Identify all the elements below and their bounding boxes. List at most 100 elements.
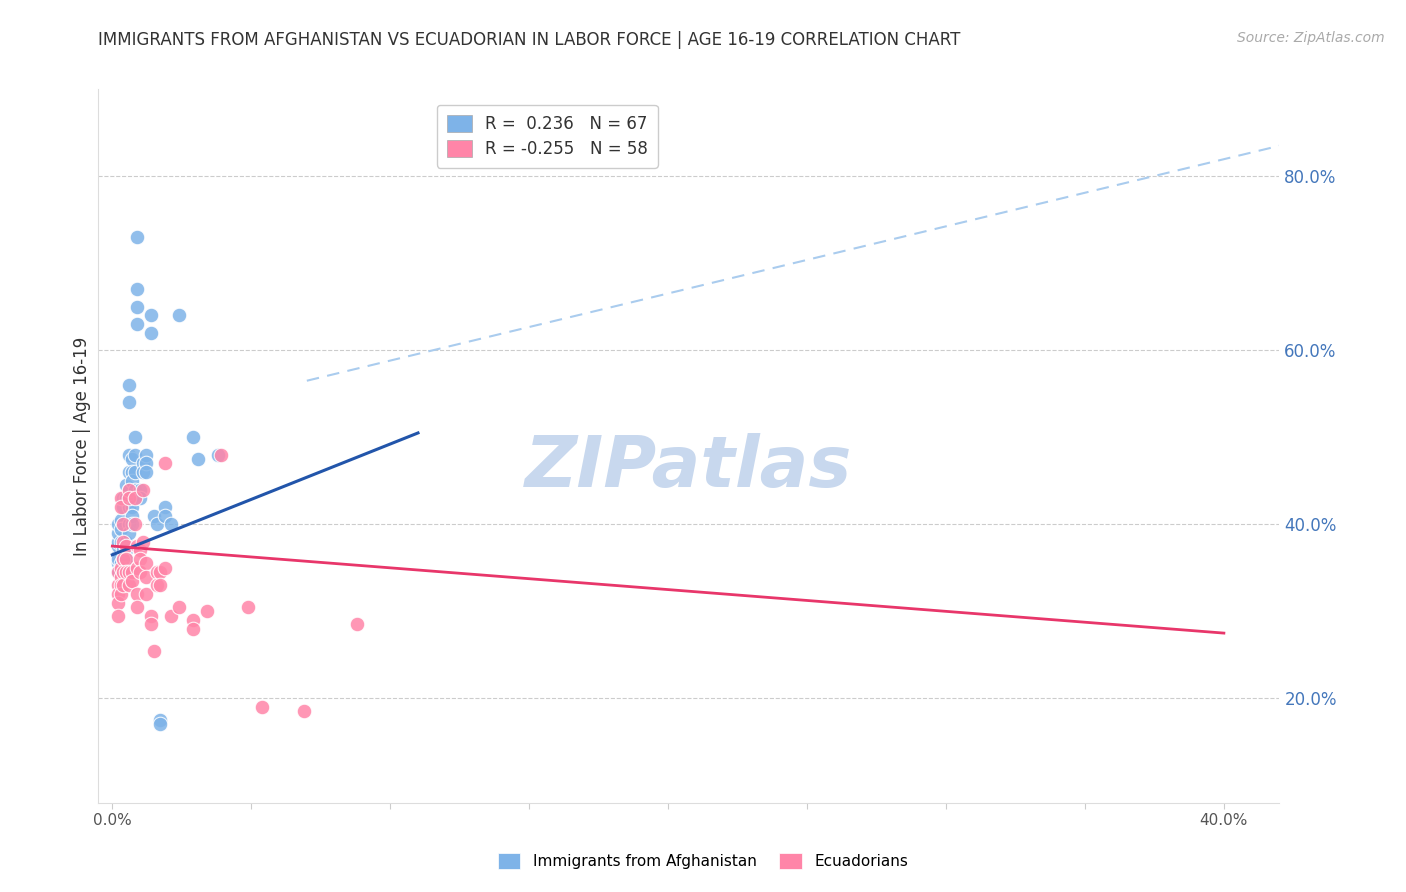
Point	[187, 452, 209, 467]
Point	[118, 565, 141, 579]
Point	[135, 448, 157, 462]
Point	[121, 508, 143, 523]
Point	[118, 483, 141, 497]
Point	[118, 500, 141, 514]
Point	[115, 565, 138, 579]
Point	[127, 539, 149, 553]
Point	[132, 534, 155, 549]
Point	[121, 474, 143, 488]
Point	[209, 448, 232, 462]
Point	[112, 539, 135, 553]
Point	[121, 491, 143, 506]
Point	[129, 565, 152, 579]
Point	[127, 587, 149, 601]
Point	[148, 565, 170, 579]
Point	[107, 608, 129, 623]
Point	[132, 483, 155, 497]
Point	[181, 622, 204, 636]
Point	[148, 578, 170, 592]
Point	[135, 457, 157, 471]
Point	[107, 587, 129, 601]
Point	[129, 483, 152, 497]
Point	[115, 561, 138, 575]
Point	[121, 574, 143, 588]
Point	[115, 543, 138, 558]
Point	[167, 309, 190, 323]
Point	[118, 517, 141, 532]
Point	[346, 617, 368, 632]
Point	[112, 565, 135, 579]
Point	[195, 604, 218, 618]
Point	[127, 230, 149, 244]
Point	[118, 448, 141, 462]
Point	[112, 552, 135, 566]
Y-axis label: In Labor Force | Age 16-19: In Labor Force | Age 16-19	[73, 336, 91, 556]
Point	[112, 565, 135, 579]
Point	[107, 557, 129, 571]
Legend: Immigrants from Afghanistan, Ecuadorians: Immigrants from Afghanistan, Ecuadorians	[492, 847, 914, 875]
Point	[127, 300, 149, 314]
Point	[135, 557, 157, 571]
Point	[112, 578, 135, 592]
Point	[124, 448, 146, 462]
Point	[238, 599, 260, 614]
Point	[135, 569, 157, 583]
Point	[153, 561, 176, 575]
Point	[107, 548, 129, 562]
Point	[153, 500, 176, 514]
Point	[148, 717, 170, 731]
Point	[124, 483, 146, 497]
Point	[107, 596, 129, 610]
Point	[146, 517, 169, 532]
Point	[153, 457, 176, 471]
Point	[118, 465, 141, 479]
Point	[292, 705, 315, 719]
Point	[143, 643, 166, 657]
Point	[141, 326, 163, 340]
Point	[135, 465, 157, 479]
Text: ZIPatlas: ZIPatlas	[526, 433, 852, 502]
Point	[124, 491, 146, 506]
Point	[159, 517, 181, 532]
Point	[110, 561, 132, 575]
Point	[110, 522, 132, 536]
Point	[112, 491, 135, 506]
Point	[112, 534, 135, 549]
Point	[146, 565, 169, 579]
Point	[107, 565, 129, 579]
Legend: R =  0.236   N = 67, R = -0.255   N = 58: R = 0.236 N = 67, R = -0.255 N = 58	[437, 104, 658, 168]
Point	[181, 430, 204, 444]
Point	[143, 508, 166, 523]
Point	[127, 317, 149, 331]
Point	[148, 713, 170, 727]
Point	[127, 599, 149, 614]
Point	[141, 608, 163, 623]
Text: Source: ZipAtlas.com: Source: ZipAtlas.com	[1237, 31, 1385, 45]
Point	[118, 526, 141, 541]
Point	[107, 578, 129, 592]
Point	[124, 430, 146, 444]
Point	[127, 561, 149, 575]
Point	[121, 565, 143, 579]
Point	[115, 491, 138, 506]
Point	[110, 578, 132, 592]
Point	[132, 457, 155, 471]
Point	[127, 282, 149, 296]
Point	[146, 578, 169, 592]
Point	[129, 543, 152, 558]
Point	[112, 517, 135, 532]
Point	[118, 378, 141, 392]
Point	[107, 565, 129, 579]
Point	[121, 500, 143, 514]
Point	[118, 491, 141, 506]
Point	[115, 478, 138, 492]
Point	[110, 500, 132, 514]
Point	[112, 543, 135, 558]
Point	[115, 534, 138, 549]
Point	[107, 539, 129, 553]
Point	[129, 552, 152, 566]
Point	[121, 452, 143, 467]
Point	[110, 569, 132, 583]
Point	[167, 599, 190, 614]
Point	[121, 465, 143, 479]
